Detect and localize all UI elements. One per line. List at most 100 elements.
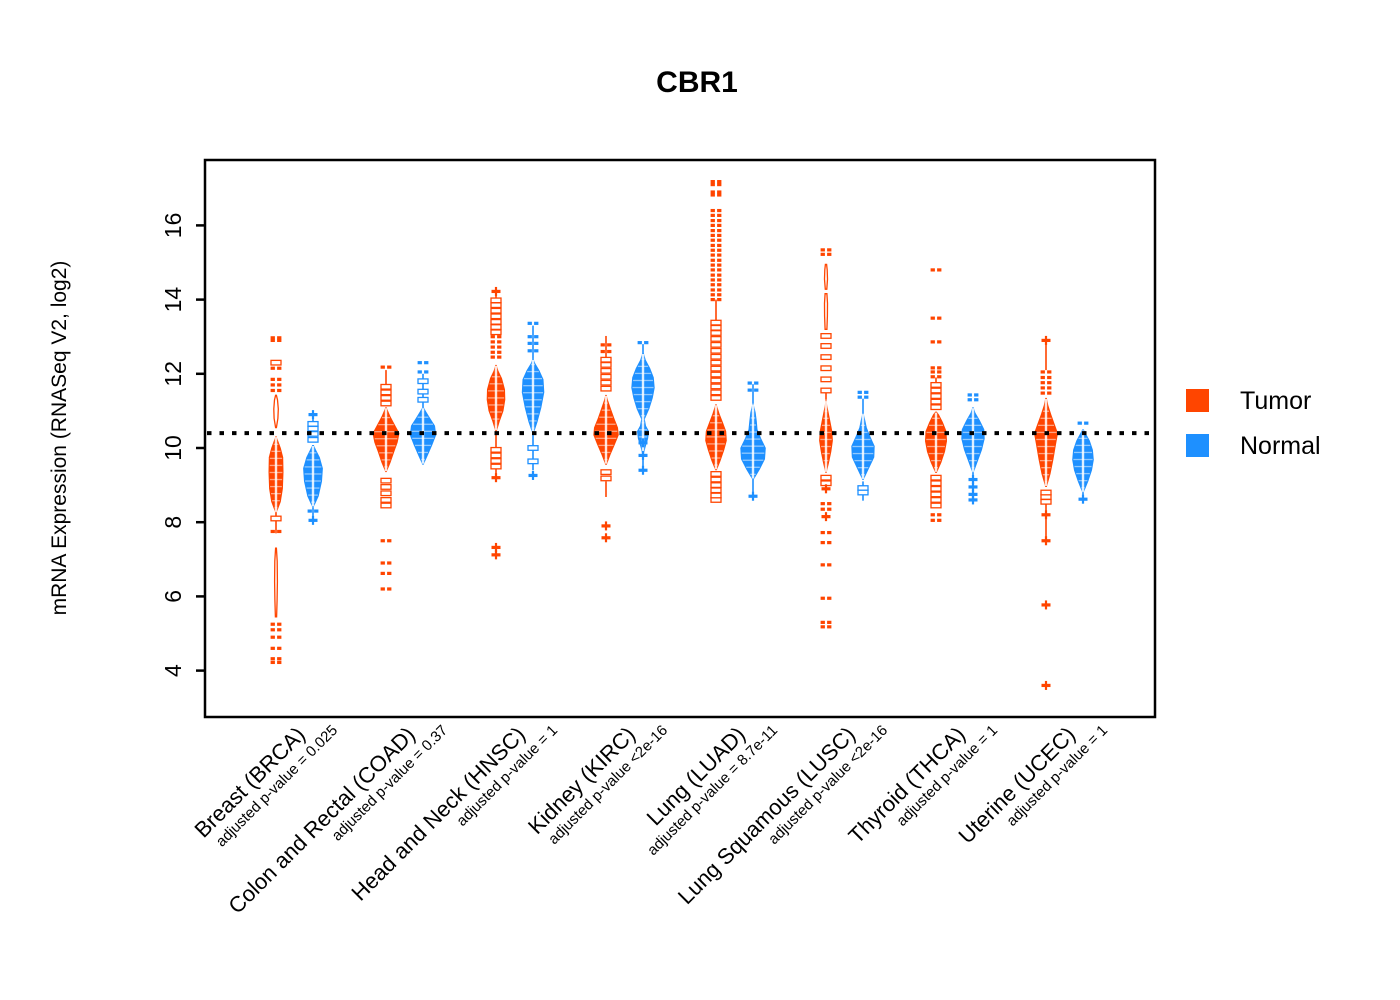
data-point	[1040, 370, 1045, 374]
data-point	[710, 208, 715, 213]
data-point-hollow	[490, 307, 502, 314]
tumor-distribution-2	[486, 286, 506, 560]
data-point	[937, 340, 942, 344]
data-point	[717, 243, 722, 248]
x-label-group-5: Lung Squamous (LUSC)adjusted p-value <2e…	[673, 722, 891, 909]
data-point-hollow	[710, 377, 722, 384]
data-point	[754, 381, 759, 385]
data-point-hollow	[820, 333, 832, 339]
data-point	[820, 248, 825, 252]
data-point	[710, 253, 715, 257]
data-point-hollow	[417, 396, 429, 403]
data-point	[710, 190, 715, 194]
data-point-hollow	[710, 330, 722, 336]
violin-center-gap	[311, 446, 315, 507]
data-point	[637, 341, 642, 345]
data-point-hollow	[930, 485, 942, 492]
normal-distribution-1	[409, 361, 437, 465]
data-point	[710, 263, 715, 267]
data-point	[497, 340, 502, 344]
outlier-cross	[971, 489, 975, 499]
data-point	[607, 349, 612, 354]
data-point	[314, 509, 319, 513]
violin-center-gap	[641, 354, 645, 456]
data-point	[820, 252, 825, 256]
data-point-hollow	[380, 496, 392, 503]
data-point	[644, 341, 649, 345]
data-point-hollow	[710, 492, 722, 499]
data-point	[270, 646, 275, 650]
data-point	[307, 509, 312, 513]
data-point	[270, 388, 275, 393]
data-point	[717, 180, 722, 184]
data-point-hollow	[710, 482, 722, 489]
data-point	[820, 596, 825, 600]
data-point-hollow	[490, 297, 502, 304]
violin-center-gap	[1044, 398, 1048, 486]
data-point-hollow	[490, 302, 502, 309]
data-point	[710, 293, 715, 297]
data-point	[930, 370, 935, 374]
data-point	[717, 238, 722, 242]
data-point-hollow	[820, 474, 832, 481]
data-point	[380, 365, 385, 369]
data-point-hollow	[600, 385, 612, 392]
data-point	[857, 395, 862, 399]
data-point-hollow	[490, 324, 502, 331]
data-point	[490, 340, 495, 344]
data-point	[710, 273, 715, 277]
data-point	[270, 635, 275, 639]
data-point	[527, 341, 532, 345]
tumor-distribution-5	[819, 248, 833, 629]
y-tick-label: 14	[160, 287, 186, 313]
data-point-hollow	[710, 359, 722, 366]
y-tick-label: 16	[160, 213, 186, 239]
data-point	[930, 340, 935, 344]
violin-center-gap	[274, 437, 278, 512]
data-point	[930, 268, 935, 272]
data-point	[277, 657, 282, 661]
x-label-group-2: Head and Neck (HNSC)adjusted p-value = 1	[346, 722, 561, 906]
data-point	[717, 268, 722, 272]
data-point-hollow	[417, 378, 429, 385]
outlier-cross	[311, 410, 315, 420]
data-point-hollow	[380, 383, 392, 390]
data-point	[827, 530, 832, 535]
outlier-cross	[971, 482, 975, 492]
data-point	[490, 355, 495, 359]
data-point-hollow	[307, 436, 319, 443]
outlier-cross	[641, 438, 645, 448]
data-point	[717, 182, 722, 187]
data-point-hollow	[930, 398, 942, 405]
data-point	[754, 388, 759, 392]
outlier-cross	[641, 465, 645, 475]
data-point	[974, 393, 979, 397]
data-point	[820, 563, 825, 567]
violin-center-gap	[604, 395, 608, 464]
data-point-hollow	[820, 343, 832, 349]
data-point	[710, 228, 715, 233]
normal-distribution-7	[1072, 421, 1094, 504]
data-point	[747, 388, 752, 392]
data-point	[1084, 421, 1089, 425]
data-point	[827, 563, 832, 567]
y-axis-title: mRNA Expression (RNASeq V2, log2)	[48, 261, 71, 616]
normal-distribution-0	[303, 410, 323, 525]
data-point	[710, 180, 715, 184]
legend-label-tumor: Tumor	[1240, 387, 1311, 415]
violin-outline	[823, 293, 829, 330]
data-point	[424, 361, 429, 365]
data-point-hollow	[380, 490, 392, 497]
data-point-hollow	[820, 387, 832, 394]
data-point	[270, 660, 275, 665]
data-point	[387, 539, 392, 543]
data-point	[827, 502, 832, 506]
data-point-hollow	[600, 469, 612, 476]
data-point	[710, 268, 715, 272]
data-point	[710, 218, 715, 223]
data-point	[717, 288, 722, 292]
violin-center-gap	[824, 401, 828, 472]
data-point	[710, 182, 715, 187]
data-point-hollow	[380, 389, 392, 396]
data-point-hollow	[820, 376, 832, 383]
